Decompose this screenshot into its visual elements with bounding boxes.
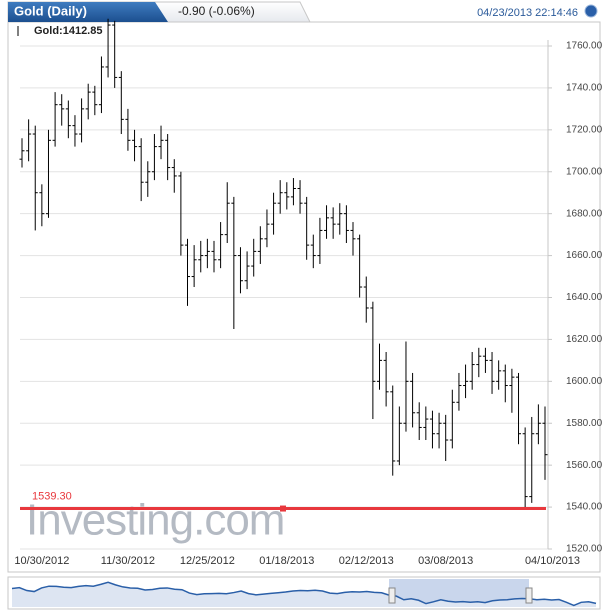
x-tick-label: 04/10/2013 xyxy=(525,555,580,567)
navigator-handle[interactable] xyxy=(388,587,396,604)
y-tick-label: 1540.00 xyxy=(566,502,603,513)
y-tick-label: 1560.00 xyxy=(566,460,603,471)
y-tick-label: 1680.00 xyxy=(566,208,603,219)
chart-title: Gold (Daily) xyxy=(14,3,87,18)
y-tick-label: 1660.00 xyxy=(566,250,603,261)
watermark: Investing.com xyxy=(26,496,284,545)
timestamp: 04/23/2013 22:14:46 xyxy=(477,7,578,19)
change: -0.90 (-0.06%) xyxy=(178,4,255,18)
x-tick-label: 12/25/2012 xyxy=(180,555,235,567)
y-tick-label: 1580.00 xyxy=(566,418,603,429)
navigator-line xyxy=(11,581,597,607)
x-tick-label: 01/18/2013 xyxy=(259,555,314,567)
x-tick-label: 03/08/2013 xyxy=(418,555,473,567)
y-tick-label: 1700.00 xyxy=(566,166,603,177)
navigator-area xyxy=(12,582,596,607)
title-tab xyxy=(8,2,168,22)
settings-icon[interactable] xyxy=(584,4,598,18)
y-tick-label: 1620.00 xyxy=(566,334,603,345)
x-tick-label: 11/30/2012 xyxy=(101,555,155,567)
navigator-handle[interactable] xyxy=(525,587,533,604)
y-tick-label: 1520.00 xyxy=(566,544,603,555)
x-tick-label: 10/30/2012 xyxy=(14,555,69,567)
price-line-label: 1539.30 xyxy=(32,490,72,502)
y-tick-label: 1640.00 xyxy=(566,292,603,303)
legend-label: Gold:1412.85 xyxy=(34,25,102,37)
x-tick-label: 02/12/2013 xyxy=(339,555,394,567)
y-tick-label: 1760.00 xyxy=(566,41,603,52)
y-tick-label: 1600.00 xyxy=(566,376,603,387)
y-tick-label: 1740.00 xyxy=(566,83,603,94)
price-line-marker xyxy=(280,505,286,512)
y-tick-label: 1720.00 xyxy=(566,124,603,135)
